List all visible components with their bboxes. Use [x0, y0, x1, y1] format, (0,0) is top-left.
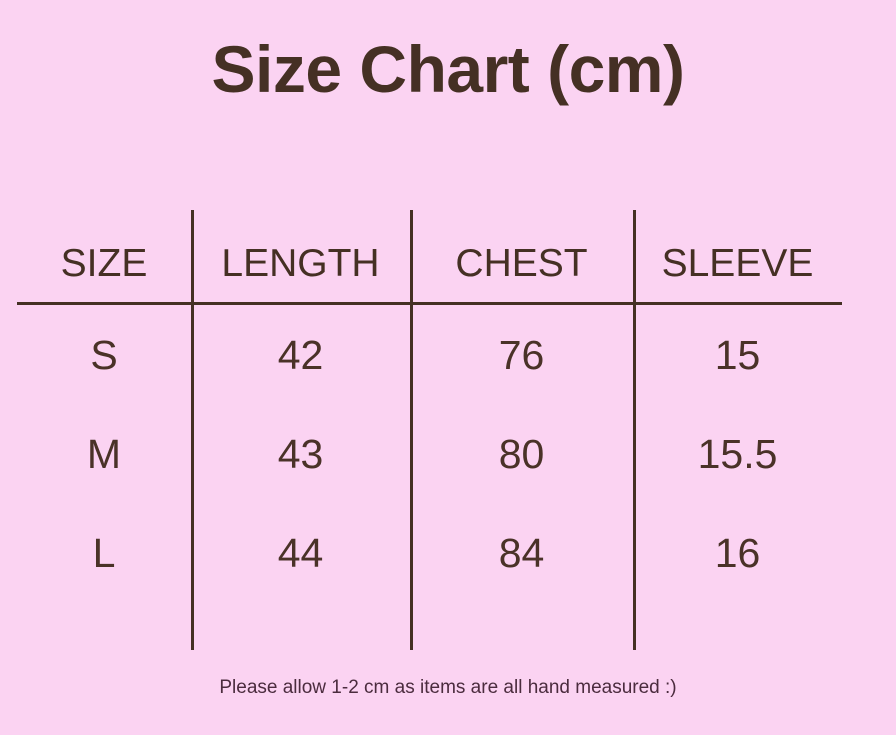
- cell-size: L: [92, 529, 116, 576]
- cell-chest: 76: [498, 331, 545, 378]
- column-header-chest: CHEST: [455, 242, 588, 285]
- column-divider: [410, 210, 413, 650]
- page-title: Size Chart (cm): [211, 32, 685, 106]
- header-separator-rule: [17, 302, 842, 305]
- table-body: S 42 76 15 M 43 80 15.5 L 44 84 16: [17, 305, 842, 650]
- table-row: M 43 80 15.5: [17, 404, 842, 503]
- column-header-sleeve: SLEEVE: [661, 242, 814, 285]
- cell-sleeve: 15.5: [697, 430, 778, 477]
- column-divider: [191, 210, 194, 650]
- column-header-length: LENGTH: [221, 242, 380, 285]
- table-row: S 42 76 15: [17, 305, 842, 404]
- cell-size: S: [90, 331, 118, 378]
- cell-length: 44: [277, 529, 324, 576]
- cell-length: 43: [277, 430, 324, 477]
- cell-length: 42: [277, 331, 324, 378]
- cell-chest: 80: [498, 430, 545, 477]
- cell-chest: 84: [498, 529, 545, 576]
- table-header-row: SIZE LENGTH CHEST SLEEVE: [17, 232, 842, 296]
- column-header-size: SIZE: [60, 242, 148, 285]
- cell-sleeve: 15: [714, 331, 761, 378]
- cell-size: M: [86, 430, 122, 477]
- measurement-disclaimer: Please allow 1-2 cm as items are all han…: [219, 677, 677, 698]
- column-divider: [633, 210, 636, 650]
- table-row: L 44 84 16: [17, 503, 842, 602]
- size-chart-table: SIZE LENGTH CHEST SLEEVE S 42 76 15 M 43…: [17, 210, 842, 650]
- cell-sleeve: 16: [714, 529, 761, 576]
